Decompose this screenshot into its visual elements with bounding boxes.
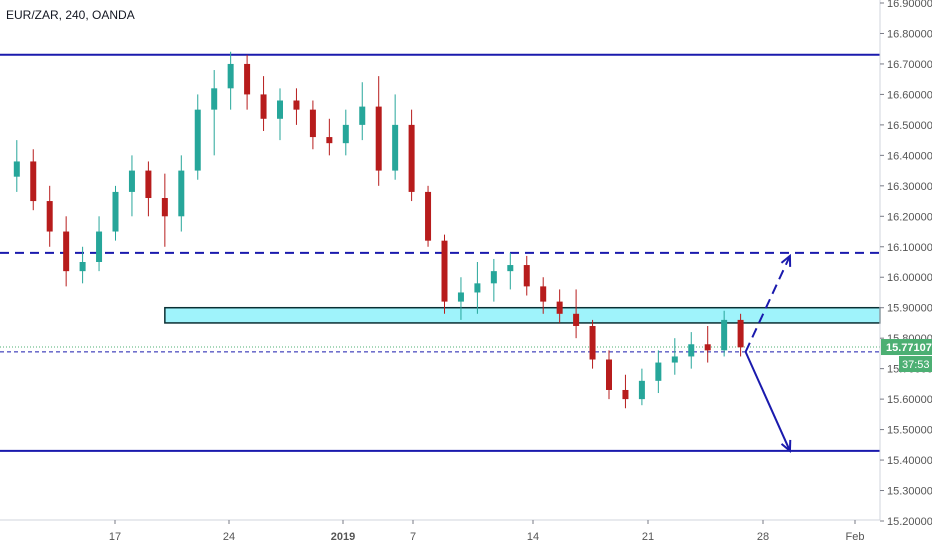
candle-body bbox=[211, 88, 218, 110]
countdown-value: 37:53 bbox=[902, 359, 930, 371]
time-tick-label: 21 bbox=[642, 531, 654, 543]
candle-body bbox=[96, 231, 103, 262]
candle-body bbox=[606, 359, 612, 390]
price-tick-label: 16.50000 bbox=[887, 120, 932, 132]
candle-body bbox=[671, 356, 678, 363]
price-tick-label: 16.90000 bbox=[887, 0, 932, 10]
price-tick-label: 16.20000 bbox=[887, 211, 932, 223]
candle-body bbox=[540, 286, 547, 302]
candle-body bbox=[457, 292, 464, 302]
candle-body bbox=[128, 170, 135, 192]
time-tick-label: 28 bbox=[757, 531, 769, 543]
time-axis: 17 24 2019 7 14 21 28 Feb bbox=[109, 520, 865, 543]
candle-body bbox=[277, 100, 283, 119]
candle-body bbox=[573, 313, 580, 326]
price-tick-label: 15.20000 bbox=[887, 516, 932, 528]
price-tick-label: 15.50000 bbox=[887, 425, 932, 437]
projection-arrowhead-1 bbox=[780, 253, 792, 267]
candle-body bbox=[523, 265, 530, 287]
candle-body bbox=[326, 137, 333, 144]
candle-body bbox=[589, 325, 596, 360]
candle-body bbox=[46, 201, 53, 232]
candle-body bbox=[392, 124, 399, 171]
price-tick-label: 16.80000 bbox=[887, 28, 932, 40]
price-tick-label: 16.10000 bbox=[887, 242, 932, 254]
time-tick-label: 7 bbox=[410, 531, 416, 543]
candle-body bbox=[737, 319, 744, 348]
zone-layer bbox=[164, 306, 881, 324]
projection-line-1 bbox=[744, 255, 791, 353]
candle-body bbox=[474, 283, 481, 293]
candle-body bbox=[425, 191, 432, 241]
projection-arrowhead-2 bbox=[780, 439, 792, 454]
price-tick-label: 16.60000 bbox=[887, 89, 932, 101]
symbol-label: EUR/ZAR, 240, OANDA bbox=[6, 8, 135, 22]
price-tick-label: 15.90000 bbox=[887, 303, 932, 315]
time-tick-label: 14 bbox=[527, 531, 539, 543]
candle-body bbox=[359, 106, 366, 125]
candle-body bbox=[161, 198, 168, 217]
projections-layer bbox=[744, 253, 792, 454]
supply-demand-zone bbox=[164, 306, 881, 324]
candle-body bbox=[655, 362, 662, 381]
candle-body bbox=[260, 94, 267, 119]
candle-body bbox=[309, 109, 316, 138]
price-tags: 15.77107 37:53 bbox=[881, 339, 932, 373]
candle-body bbox=[507, 265, 514, 272]
price-tick-label: 15.60000 bbox=[887, 394, 932, 406]
candle-body bbox=[13, 161, 20, 177]
time-tick-label: 2019 bbox=[331, 531, 355, 543]
price-tick-label: 15.40000 bbox=[887, 455, 932, 467]
candle-body bbox=[178, 170, 185, 217]
candle-body bbox=[490, 271, 497, 284]
candle-body bbox=[688, 344, 695, 357]
candle-body bbox=[227, 63, 234, 89]
countdown-tag bbox=[899, 356, 932, 373]
candle-body bbox=[112, 191, 119, 232]
candle-body bbox=[63, 231, 70, 272]
candle-body bbox=[556, 301, 563, 314]
current-price-tag bbox=[881, 339, 932, 356]
time-tick-label: 17 bbox=[109, 531, 121, 543]
candle-body bbox=[375, 106, 382, 171]
candle-body bbox=[622, 389, 629, 400]
candle-body bbox=[79, 262, 86, 272]
price-tick-label: 16.70000 bbox=[887, 59, 932, 71]
time-tick-label: 24 bbox=[223, 531, 235, 543]
current-price-value: 15.77107 bbox=[886, 342, 932, 354]
price-tick-label: 16.30000 bbox=[887, 181, 932, 193]
candle-body bbox=[441, 240, 448, 302]
candle-body bbox=[293, 100, 300, 110]
levels-layer bbox=[0, 53, 880, 452]
price-tick-label: 16.40000 bbox=[887, 150, 932, 162]
projection-line-2 bbox=[744, 351, 791, 452]
candle-body bbox=[30, 161, 37, 202]
candle-body bbox=[244, 63, 251, 95]
candles-layer bbox=[13, 51, 744, 409]
candle-body bbox=[704, 344, 711, 351]
candle-body bbox=[145, 170, 152, 199]
price-tick-label: 15.30000 bbox=[887, 486, 932, 498]
candle-body bbox=[721, 319, 728, 351]
candle-body bbox=[342, 124, 349, 144]
candle-body bbox=[638, 380, 645, 400]
candle-body bbox=[408, 124, 415, 192]
time-tick-label: Feb bbox=[846, 531, 865, 543]
candle-body bbox=[194, 109, 201, 171]
price-tick-label: 16.00000 bbox=[887, 272, 932, 284]
